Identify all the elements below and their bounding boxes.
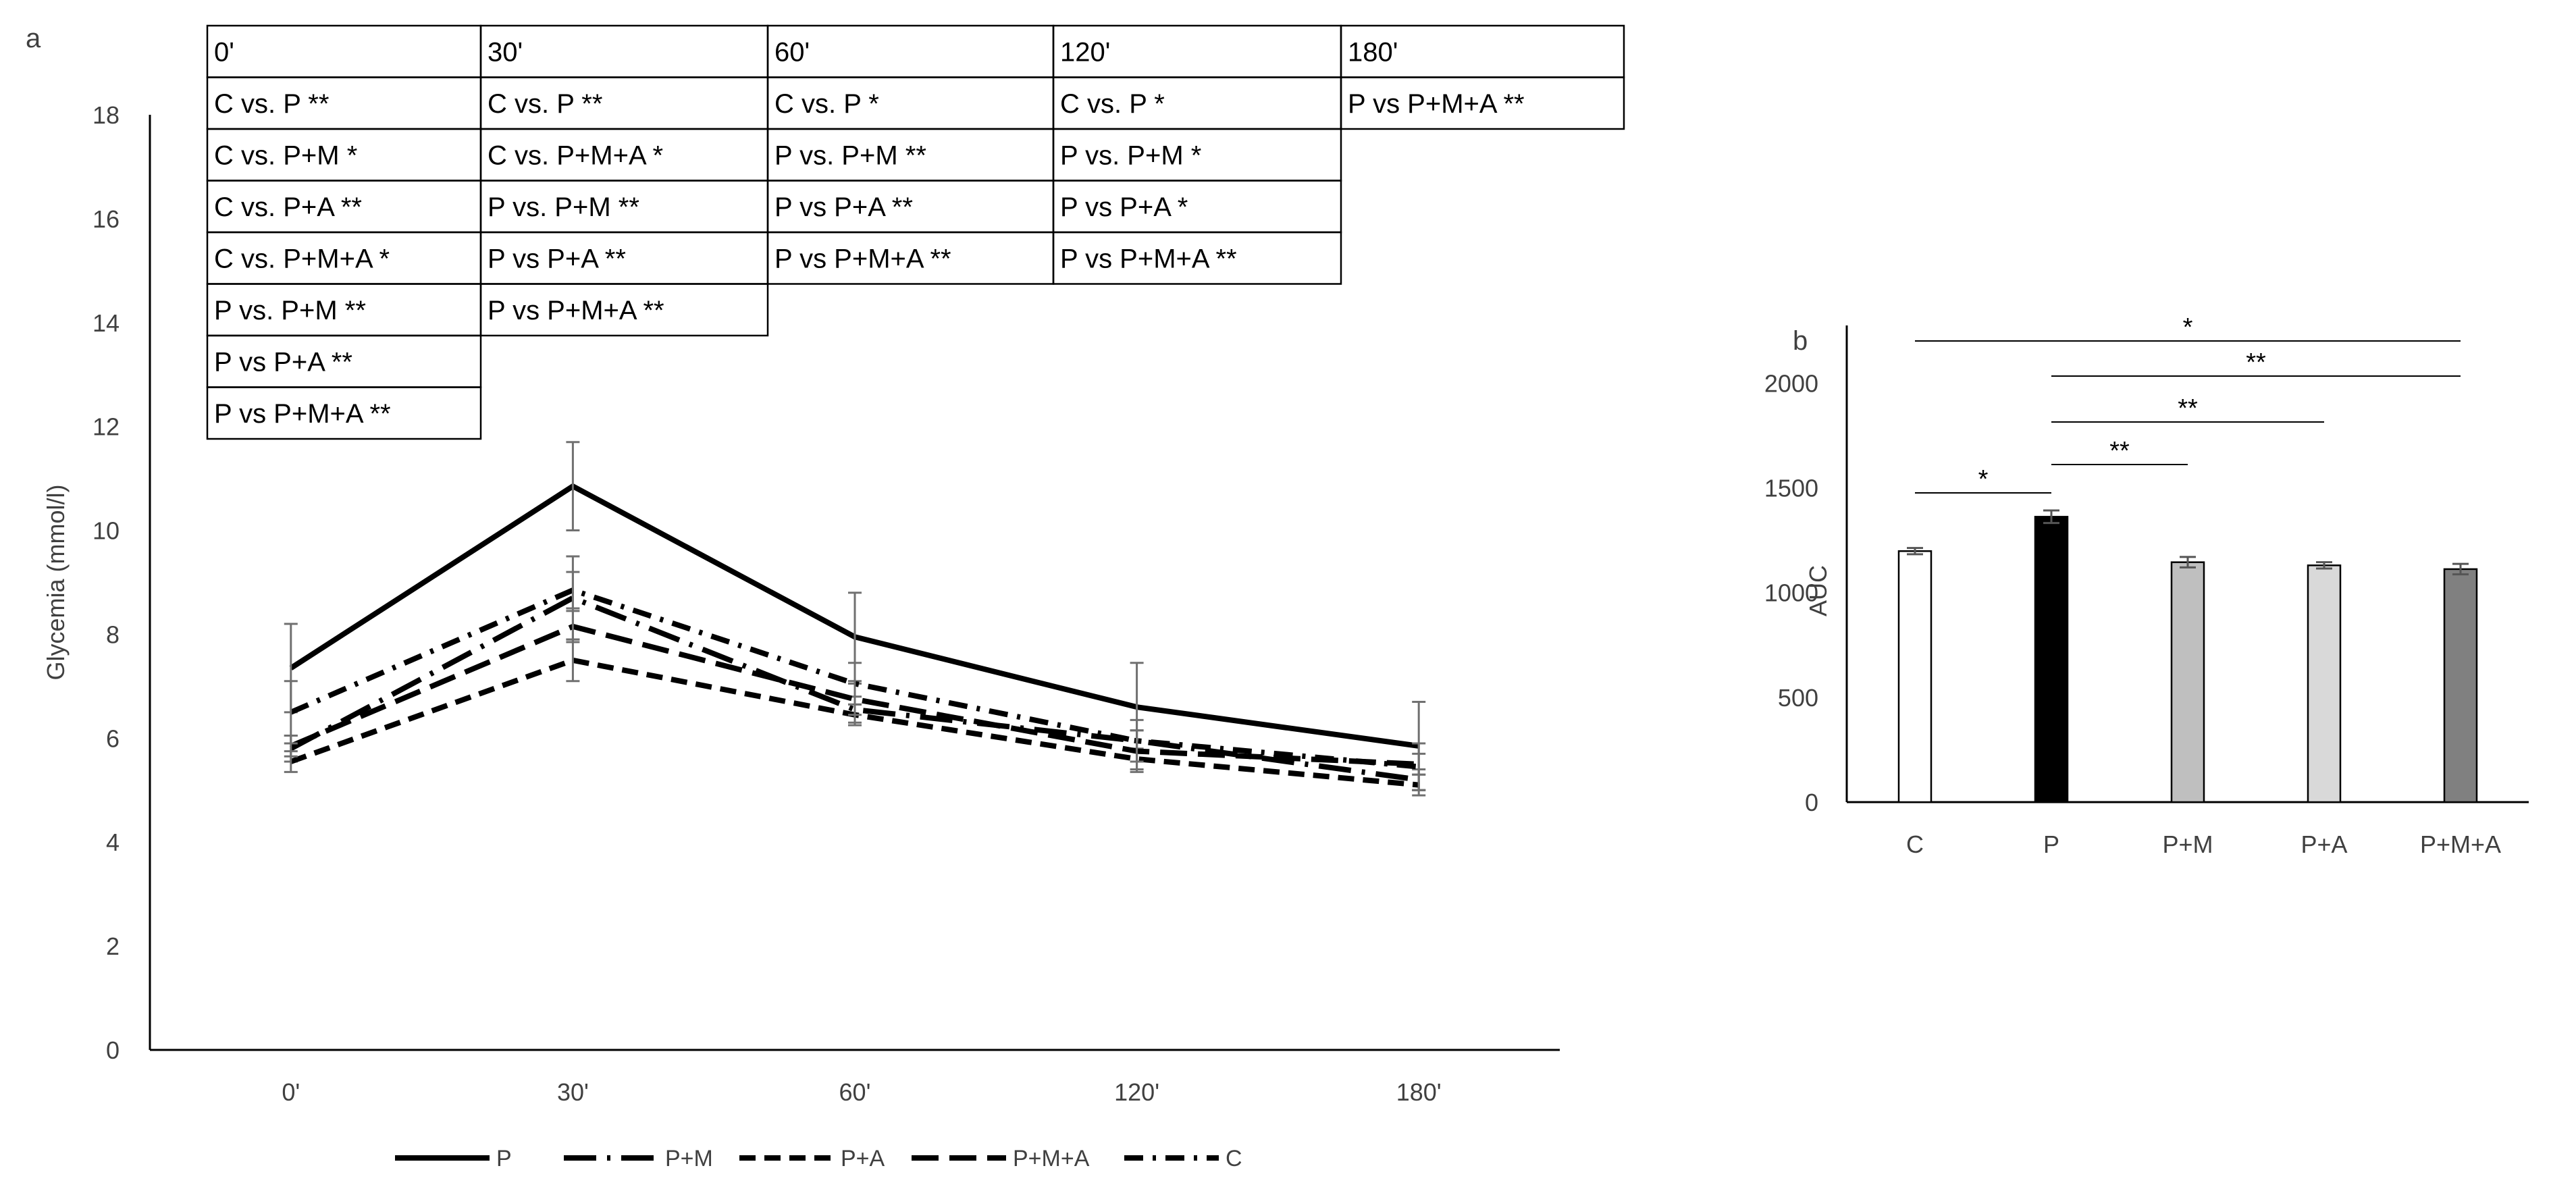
table-cell: P vs P+M+A **: [1348, 89, 1525, 119]
table-cell: P vs P+A **: [488, 244, 626, 273]
y-axis-title: Glycemia (mmol/l): [42, 484, 70, 680]
y-tick-label: 0: [106, 1036, 120, 1064]
y-tick-label: 2000: [1764, 369, 1818, 397]
table-cell: C vs. P **: [488, 89, 602, 119]
series-line-p-plus-m-plus-a: [290, 623, 1419, 767]
legend-label-p-plus-m-plus-a: P+M+A: [1013, 1146, 1090, 1171]
bar-p: [2034, 516, 2069, 803]
significance-table: 0' C vs. P ** C vs. P+M * C vs. P+A ** C vs.…: [206, 24, 1625, 440]
table-cell: P vs P+A **: [774, 192, 913, 222]
panel-b-label: b: [1793, 326, 1808, 356]
series-line-p-plus-m: [289, 595, 1419, 783]
y-tick-label: 0: [1805, 789, 1818, 816]
table-cell-border: [206, 24, 482, 78]
table-header-cell: 120': [1060, 37, 1110, 67]
table-cell: C vs. P+M+A *: [214, 244, 390, 273]
x-tick-label-p-plus-a: P+A: [2301, 830, 2347, 858]
table-cell: C vs. P **: [214, 89, 329, 119]
y-tick-label: 16: [93, 205, 120, 233]
x-tick-label-p-plus-m: P+M: [2162, 830, 2213, 858]
table-cell: P vs P+M+A **: [774, 244, 951, 273]
y-tick-label: 10: [93, 517, 120, 545]
table-cell: P vs P+M+A **: [1060, 244, 1237, 273]
y-axis-title: AUC: [1804, 565, 1832, 616]
table-cell-border: [479, 24, 769, 78]
table-cell: P vs. P+M **: [774, 140, 926, 170]
x-tick-label: 30': [557, 1078, 589, 1106]
table-cell-border: [766, 24, 1055, 78]
table-header-cell: 0': [214, 37, 234, 67]
bar-c: [1897, 550, 1933, 803]
y-tick-label: 1000: [1764, 579, 1818, 607]
table-cell: P vs P+A **: [214, 347, 352, 377]
bar-p-plus-m: [2170, 561, 2205, 803]
significance-label: *: [2183, 313, 2193, 342]
table-cell: P vs. P+M *: [1060, 140, 1201, 170]
legend-label-c: C: [1226, 1146, 1242, 1171]
significance-label: *: [1978, 465, 1989, 494]
y-tick-label: 12: [93, 413, 120, 441]
table-cell: C vs. P+M *: [214, 140, 357, 170]
table-cell: C vs. P *: [774, 89, 879, 119]
y-tick-label: 14: [93, 309, 120, 337]
table-cell: P vs P+M+A **: [214, 399, 391, 429]
significance-label: **: [2178, 394, 2198, 423]
y-tick-label: 18: [93, 101, 120, 129]
table-cell: P vs. P+M **: [488, 192, 639, 222]
table-header-cell: 60': [774, 37, 810, 67]
table-cell-border: [1340, 76, 1625, 130]
y-tick-label: 6: [106, 724, 120, 752]
legend-label-p: P: [496, 1146, 512, 1171]
legend-label-p-plus-a: P+A: [841, 1146, 885, 1171]
legend-label-p-plus-m: P+M: [665, 1146, 713, 1171]
x-tick-label-p: P: [2043, 830, 2059, 858]
x-tick-label-p-plus-m-plus-a: P+M+A: [2420, 830, 2501, 858]
table-cell: C vs. P+M+A *: [488, 140, 663, 170]
significance-label: **: [2246, 348, 2266, 377]
table-header-cell: 180': [1348, 37, 1398, 67]
x-tick-label: 0': [282, 1078, 300, 1106]
panel-a-label: a: [26, 24, 41, 53]
table-cell: P vs P+M+A **: [488, 296, 664, 325]
y-tick-label: 8: [106, 620, 120, 648]
table-cell: P vs. P+M **: [214, 296, 366, 325]
y-tick-label: 2: [106, 932, 120, 960]
table-cell: C vs. P *: [1060, 89, 1165, 119]
table-cell: P vs P+A *: [1060, 192, 1188, 222]
significance-label: **: [2109, 437, 2130, 465]
table-cell-border: [206, 386, 482, 440]
x-tick-label: 180': [1396, 1078, 1442, 1106]
table-cell-border: [479, 283, 769, 337]
y-tick-label: 1500: [1764, 475, 1818, 502]
table-cell: C vs. P+A **: [214, 192, 362, 222]
bar-p-plus-a: [2307, 564, 2342, 803]
x-tick-label-c: C: [1906, 830, 1924, 858]
bar-p-plus-m-plus-a: [2443, 568, 2478, 803]
y-tick-label: 500: [1778, 684, 1818, 712]
table-header-cell: 30': [488, 37, 523, 67]
x-tick-label: 60': [839, 1078, 871, 1106]
y-tick-label: 4: [106, 828, 120, 856]
table-cell-border: [1052, 231, 1342, 285]
x-tick-label: 120': [1114, 1078, 1159, 1106]
